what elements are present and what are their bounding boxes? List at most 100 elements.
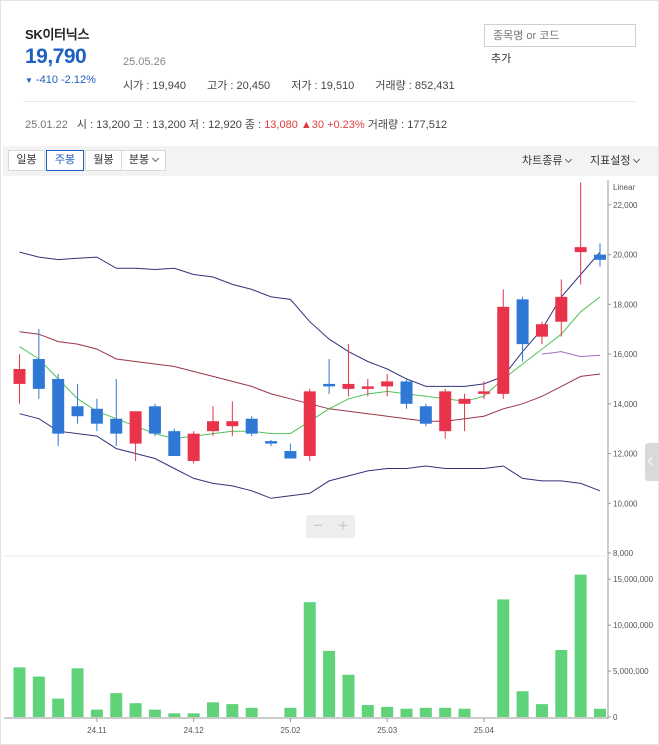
- volume-bar: [129, 703, 142, 717]
- scale-label: Linear: [613, 183, 636, 192]
- moving-average-extra-line: [541, 351, 601, 358]
- candle-down: [148, 406, 161, 434]
- candle-up: [555, 296, 568, 322]
- candle-down: [265, 441, 278, 444]
- volume-bar: [323, 650, 336, 717]
- hover-candle-info: 25.01.22 시 : 13,200 고 : 13,200 저 : 12,92…: [25, 116, 447, 132]
- tab-weekly[interactable]: 주봉: [46, 150, 84, 171]
- volume-tick-label: 10,000,000: [613, 621, 654, 630]
- volume-bar: [516, 691, 529, 717]
- divider: [23, 101, 636, 102]
- volume-bar: [226, 704, 239, 717]
- volume-bar: [497, 599, 510, 717]
- bollinger-lower-line: [19, 413, 601, 499]
- open-price: 시가 : 19,940: [123, 80, 187, 92]
- tab-minute-label: 분봉: [128, 154, 150, 166]
- candle-up: [381, 381, 394, 387]
- chart-type-menu[interactable]: 차트종류: [522, 152, 573, 168]
- volume-bar: [52, 698, 65, 717]
- volume-bar: [535, 704, 548, 717]
- volume-bar: [555, 649, 568, 717]
- volume-bar: [168, 713, 181, 717]
- hover-open: 시 : 13,200: [76, 119, 130, 131]
- tab-minute[interactable]: 분봉: [121, 150, 166, 171]
- candle-down: [90, 408, 103, 424]
- price-tick-label: 22,000: [613, 201, 638, 210]
- volume-tick-label: 0: [613, 713, 618, 722]
- price-tick-label: 14,000: [613, 400, 638, 409]
- volume-tick-label: 5,000,000: [613, 667, 649, 676]
- volume-bar: [110, 693, 123, 717]
- volume-bar: [400, 708, 413, 717]
- volume-bar: [303, 602, 316, 717]
- volume-tick-label: 15,000,000: [613, 575, 654, 584]
- candle-up: [13, 368, 26, 384]
- volume-bar: [207, 702, 219, 717]
- candle-down: [594, 254, 606, 260]
- volume-bar: [342, 674, 355, 717]
- hover-date: 25.01.22: [25, 119, 68, 131]
- add-stock-link[interactable]: 추가: [491, 53, 512, 65]
- tab-daily[interactable]: 일봉: [8, 150, 45, 171]
- indicator-settings-menu[interactable]: 지표설정: [590, 152, 641, 168]
- price-tick-label: 20,000: [613, 251, 638, 260]
- candle-up: [574, 247, 587, 253]
- zoom-out-button[interactable]: −: [313, 516, 323, 535]
- x-tick-label: 24.11: [87, 726, 107, 735]
- candle-up: [226, 421, 239, 427]
- candle-up: [361, 386, 374, 389]
- hover-high: 고 : 13,200: [132, 119, 186, 131]
- candle-up: [129, 411, 142, 444]
- candle-down: [419, 406, 432, 424]
- zoom-control: − +: [306, 515, 355, 538]
- price-tick-label: 16,000: [613, 350, 638, 359]
- candle-up: [187, 433, 200, 461]
- change-percent: -2.12%: [61, 74, 96, 86]
- volume-bar: [419, 707, 432, 717]
- candle-up: [497, 306, 510, 394]
- volume: 거래량 : 852,431: [375, 80, 455, 92]
- zoom-in-button[interactable]: +: [338, 516, 348, 535]
- volume-bar: [90, 709, 103, 717]
- hover-change: ▲30 +0.23%: [300, 119, 365, 131]
- volume-bar: [148, 709, 161, 717]
- stock-name: SK이터닉스: [25, 27, 90, 42]
- candle-down: [245, 418, 258, 434]
- stock-search-input[interactable]: [484, 24, 636, 47]
- high-price: 고가 : 20,450: [207, 80, 271, 92]
- tab-monthly[interactable]: 월봉: [85, 150, 122, 171]
- candle-up: [458, 398, 471, 404]
- volume-bar: [594, 708, 606, 717]
- candle-up: [303, 391, 316, 457]
- hover-close-label: 종 :: [244, 119, 265, 131]
- x-tick-label: 24.12: [184, 726, 205, 735]
- quote-stats: 시가 : 19,940 고가 : 20,450 저가 : 19,510 거래량 …: [123, 77, 455, 93]
- price-change: ▼ -410 -2.12%: [25, 74, 96, 86]
- volume-bar: [71, 668, 84, 717]
- candle-down: [284, 451, 297, 459]
- candle-up: [439, 391, 452, 432]
- volume-bar: [284, 707, 297, 717]
- quote-date: 25.05.26: [123, 56, 166, 68]
- indicator-label: 지표설정: [590, 155, 631, 167]
- volume-bar: [361, 705, 374, 717]
- candle-down: [32, 359, 45, 389]
- hover-volume: 거래량 : 177,512: [367, 119, 448, 131]
- candle-down: [52, 378, 65, 434]
- volume-bar: [187, 713, 200, 717]
- volume-bar: [439, 707, 452, 717]
- price-tick-label: 10,000: [613, 499, 638, 508]
- x-tick-label: 25.03: [377, 726, 398, 735]
- candle-up: [535, 324, 548, 337]
- candle-down: [168, 431, 181, 457]
- candle-down: [71, 406, 84, 417]
- chart-toolbar: 일봉 주봉 월봉 분봉 차트종류 지표설정: [3, 146, 658, 176]
- hover-low: 저 : 12,920: [188, 119, 242, 131]
- low-price: 저가 : 19,510: [291, 80, 355, 92]
- side-panel-toggle[interactable]: [645, 443, 659, 481]
- chevron-left-icon: [647, 456, 657, 466]
- volume-bar: [458, 708, 471, 717]
- volume-bar: [13, 667, 26, 717]
- candle-up: [207, 421, 219, 432]
